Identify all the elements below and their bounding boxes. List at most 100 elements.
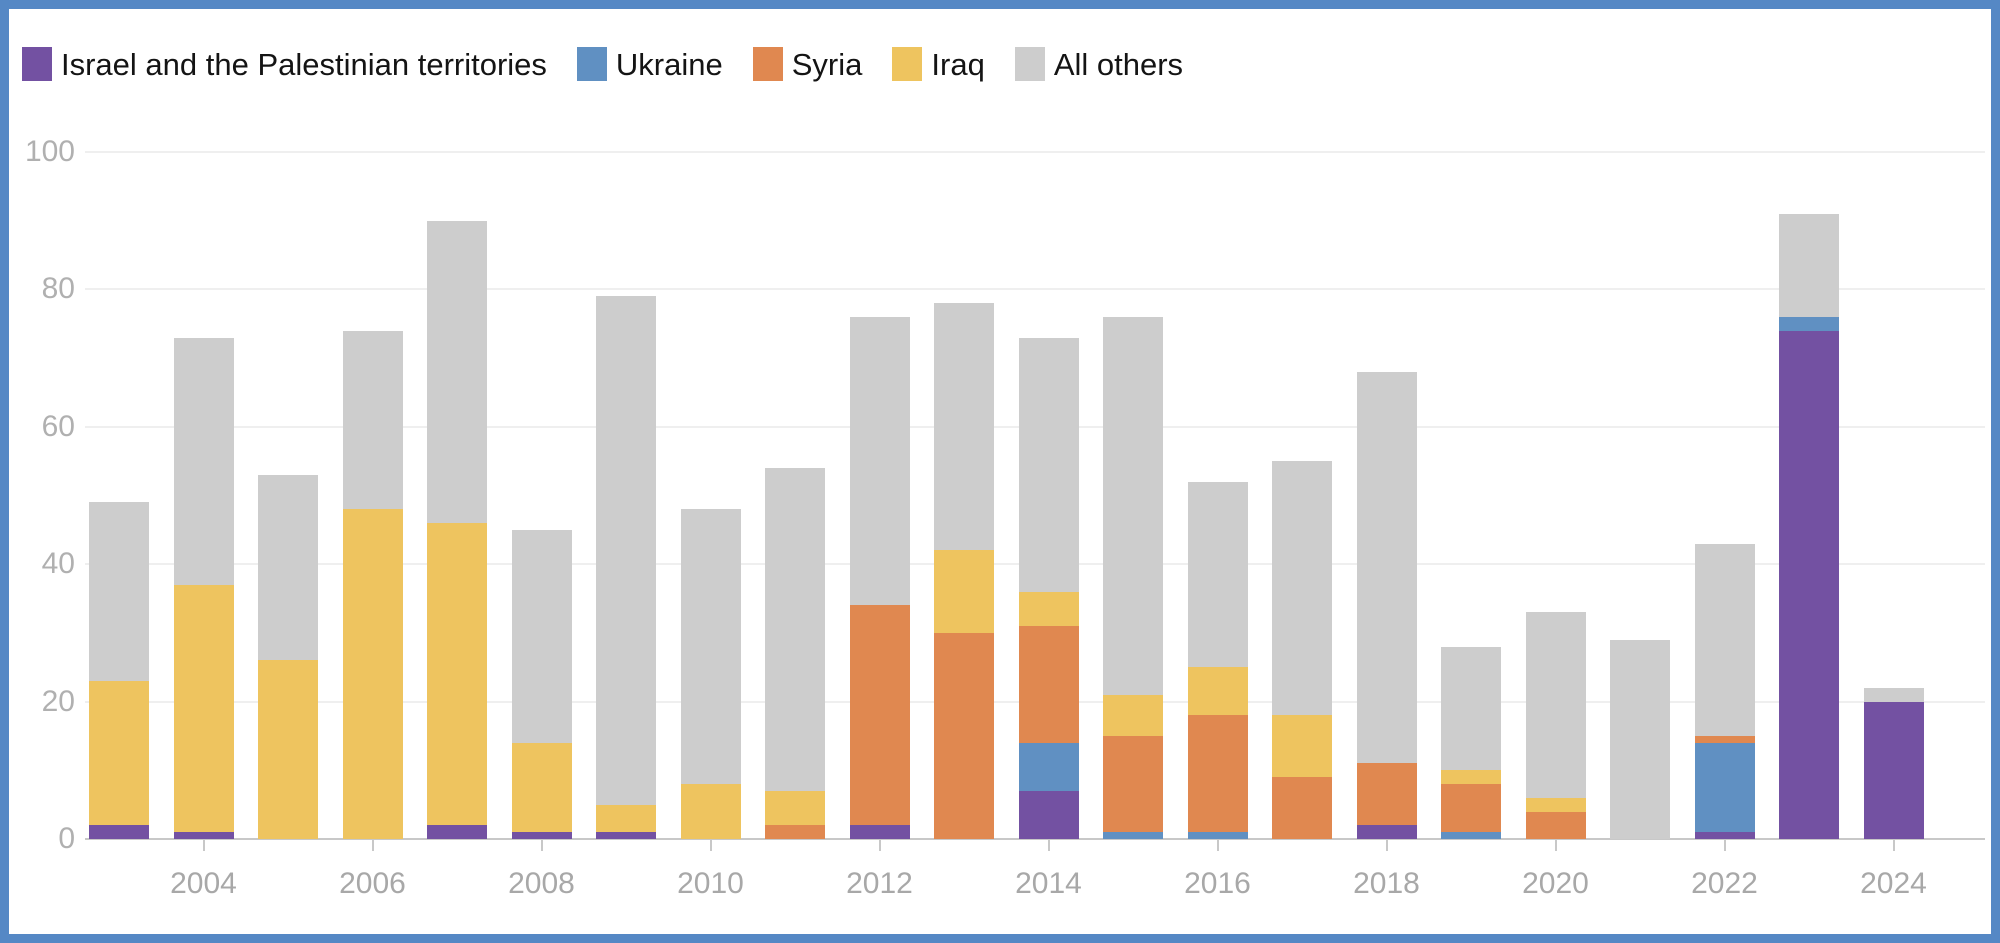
bar-2014-segment-0[interactable] — [1018, 790, 1079, 839]
bar-2017-segment-3[interactable] — [1272, 715, 1332, 778]
bar-2015[interactable] — [1103, 152, 1163, 839]
bar-2013[interactable] — [934, 152, 994, 839]
bar-2015-segment-1[interactable] — [1103, 832, 1163, 839]
bar-2008-segment-4[interactable] — [511, 529, 572, 743]
bar-2005-segment-3[interactable] — [258, 660, 318, 839]
bar-2007-segment-4[interactable] — [427, 220, 487, 523]
bar-2016-segment-2[interactable] — [1187, 715, 1248, 833]
bar-2017-segment-4[interactable] — [1272, 461, 1332, 716]
bar-2022-segment-4[interactable] — [1694, 543, 1755, 736]
bar-2010-segment-4[interactable] — [680, 509, 741, 785]
bar-2014[interactable] — [1018, 152, 1079, 839]
bar-2008-segment-0[interactable] — [511, 832, 572, 839]
legend-item-2[interactable]: Syria — [752, 46, 863, 82]
bar-2011-segment-3[interactable] — [765, 790, 825, 826]
bar-2020-segment-3[interactable] — [1525, 797, 1586, 812]
bar-2014-segment-2[interactable] — [1018, 626, 1079, 743]
bar-2007-segment-0[interactable] — [427, 825, 487, 839]
bar-2012-segment-4[interactable] — [849, 316, 910, 606]
bar-2013-segment-3[interactable] — [934, 550, 994, 633]
bar-2010[interactable] — [680, 152, 741, 839]
bar-2023-segment-0[interactable] — [1779, 330, 1839, 839]
bar-2020-segment-4[interactable] — [1525, 612, 1586, 798]
bar-2012[interactable] — [849, 152, 910, 839]
bar-2006-segment-4[interactable] — [342, 330, 403, 510]
bar-2016[interactable] — [1187, 152, 1248, 839]
bar-2015-segment-3[interactable] — [1103, 694, 1163, 736]
bar-2024-segment-0[interactable] — [1863, 701, 1924, 839]
bar-2018-segment-4[interactable] — [1356, 371, 1417, 764]
bar-2017-segment-2[interactable] — [1272, 777, 1332, 839]
bar-2004[interactable] — [173, 152, 234, 839]
bar-2022-segment-2[interactable] — [1694, 735, 1755, 743]
x-axis-line — [85, 838, 1985, 840]
gridline-100 — [85, 151, 1985, 153]
bar-2016-segment-1[interactable] — [1187, 832, 1248, 839]
bar-2022[interactable] — [1694, 152, 1755, 839]
bar-2019-segment-4[interactable] — [1441, 646, 1501, 771]
bar-2020-segment-2[interactable] — [1525, 811, 1586, 839]
bar-2005[interactable] — [258, 152, 318, 839]
bar-2011-segment-4[interactable] — [765, 468, 825, 791]
bar-2016-segment-3[interactable] — [1187, 667, 1248, 716]
bar-2008[interactable] — [511, 152, 572, 839]
bar-2011[interactable] — [765, 152, 825, 839]
bar-2007-segment-3[interactable] — [427, 523, 487, 826]
bar-2023[interactable] — [1779, 152, 1839, 839]
bar-2019-segment-1[interactable] — [1441, 832, 1501, 839]
bar-2003-segment-4[interactable] — [89, 502, 149, 681]
bar-2023-segment-4[interactable] — [1779, 213, 1839, 317]
bar-2016-segment-4[interactable] — [1187, 481, 1248, 668]
bar-2007[interactable] — [427, 152, 487, 839]
bar-2008-segment-3[interactable] — [511, 742, 572, 833]
bar-2003[interactable] — [89, 152, 149, 839]
x-axis-tick-label-2022: 2022 — [1691, 867, 1758, 900]
bar-2012-segment-0[interactable] — [849, 825, 910, 839]
legend-item-4[interactable]: All others — [1014, 47, 1183, 81]
legend-swatch-icon — [1014, 47, 1045, 81]
bar-2024-segment-4[interactable] — [1863, 687, 1924, 702]
bar-2003-segment-3[interactable] — [89, 681, 149, 826]
bar-2012-segment-2[interactable] — [849, 605, 910, 826]
bar-2018-segment-2[interactable] — [1356, 763, 1417, 826]
bar-2006[interactable] — [342, 152, 403, 839]
bar-2014-segment-3[interactable] — [1018, 591, 1079, 627]
bar-2014-segment-4[interactable] — [1018, 337, 1079, 592]
bar-2022-segment-1[interactable] — [1694, 742, 1755, 833]
bar-2009-segment-0[interactable] — [596, 832, 656, 839]
bar-2015-segment-4[interactable] — [1103, 316, 1163, 695]
bar-2018[interactable] — [1356, 152, 1417, 839]
legend-item-0[interactable]: Israel and the Palestinian territories — [22, 47, 547, 81]
bar-2009-segment-4[interactable] — [596, 296, 656, 805]
legend-swatch-icon — [752, 47, 783, 81]
bar-2019-segment-2[interactable] — [1441, 784, 1501, 833]
bar-2005-segment-4[interactable] — [258, 474, 318, 661]
bar-2018-segment-0[interactable] — [1356, 825, 1417, 839]
legend-item-1[interactable]: Ukraine — [576, 47, 723, 81]
bar-2013-segment-2[interactable] — [934, 632, 994, 839]
bar-2023-segment-1[interactable] — [1779, 316, 1839, 331]
bar-2020[interactable] — [1525, 152, 1586, 839]
bar-2009[interactable] — [596, 152, 656, 839]
bar-2017[interactable] — [1272, 152, 1332, 839]
bar-2021[interactable] — [1610, 152, 1670, 839]
bar-2006-segment-3[interactable] — [342, 509, 403, 839]
legend-item-3[interactable]: Iraq — [892, 47, 985, 81]
bar-2024[interactable] — [1863, 152, 1924, 839]
bar-2019-segment-3[interactable] — [1441, 770, 1501, 785]
bar-2015-segment-2[interactable] — [1103, 735, 1163, 833]
bar-2009-segment-3[interactable] — [596, 804, 656, 833]
legend-label: Syria — [791, 46, 863, 82]
bar-2003-segment-0[interactable] — [89, 825, 149, 839]
bar-2004-segment-3[interactable] — [173, 584, 234, 833]
bar-2022-segment-0[interactable] — [1694, 832, 1755, 839]
bar-2010-segment-3[interactable] — [680, 784, 741, 839]
bar-2004-segment-4[interactable] — [173, 337, 234, 585]
bar-2011-segment-2[interactable] — [765, 825, 825, 839]
bar-2021-segment-4[interactable] — [1610, 639, 1670, 839]
bar-2019[interactable] — [1441, 152, 1501, 839]
bar-2014-segment-1[interactable] — [1018, 742, 1079, 791]
bar-2013-segment-4[interactable] — [934, 303, 994, 551]
bar-2004-segment-0[interactable] — [173, 832, 234, 839]
